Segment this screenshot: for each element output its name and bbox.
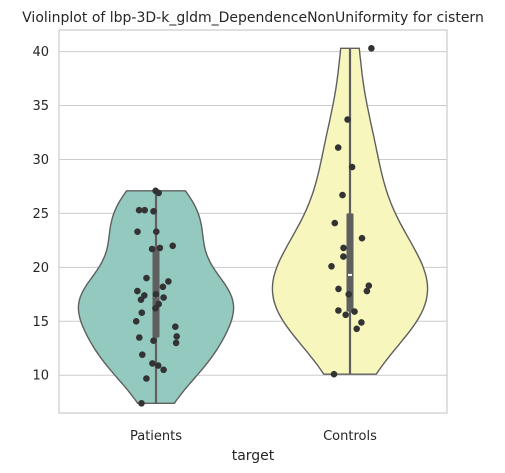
median-marker: [348, 273, 352, 276]
iqr-box: [346, 213, 354, 312]
data-point: [138, 309, 146, 317]
y-tick-label: 35: [32, 99, 49, 114]
data-point: [353, 325, 361, 333]
data-point: [148, 245, 156, 253]
data-point: [132, 318, 140, 325]
data-point: [143, 274, 150, 282]
data-point: [137, 296, 145, 304]
data-point: [342, 311, 350, 319]
data-point: [173, 333, 180, 340]
data-point: [169, 242, 176, 250]
data-point: [141, 206, 148, 214]
data-point: [339, 191, 346, 199]
x-axis-label: target: [232, 448, 275, 464]
data-point: [153, 228, 160, 235]
data-point: [365, 282, 373, 290]
data-point: [152, 291, 160, 298]
data-point: [165, 278, 172, 285]
data-point: [160, 294, 167, 301]
x-tick-label: Patients: [130, 429, 182, 444]
y-axis-ticks: 10 15 20 25 30 35 40: [32, 45, 49, 384]
data-point: [368, 45, 375, 52]
data-point: [344, 116, 351, 123]
data-point: [136, 334, 143, 341]
data-point: [172, 339, 180, 347]
data-point: [358, 319, 365, 326]
y-tick-label: 40: [32, 45, 49, 60]
data-point: [139, 351, 146, 359]
data-point: [150, 337, 157, 345]
data-point: [149, 360, 156, 367]
data-point: [172, 323, 179, 331]
y-tick-label: 20: [32, 261, 49, 276]
data-point: [358, 234, 366, 242]
data-point: [328, 263, 335, 270]
data-point: [135, 206, 143, 214]
y-tick-label: 15: [32, 315, 49, 330]
data-point: [330, 370, 338, 378]
data-point: [155, 189, 162, 197]
data-point: [159, 283, 167, 291]
data-point: [335, 307, 342, 314]
y-tick-label: 25: [32, 207, 49, 222]
data-point: [363, 287, 371, 295]
data-point: [340, 253, 347, 260]
data-point: [335, 285, 342, 293]
data-point: [154, 362, 162, 369]
plot-frame: [58, 29, 448, 414]
data-point: [331, 219, 339, 227]
data-point: [334, 144, 342, 151]
data-point: [345, 291, 353, 298]
x-tick-label: Controls: [323, 429, 377, 444]
data-point: [351, 308, 358, 315]
y-tick-label: 10: [32, 369, 49, 384]
chart-title: Violinplot of lbp-3D-k_gldm_DependenceNo…: [22, 10, 484, 26]
data-point: [150, 208, 157, 215]
y-tick-label: 30: [32, 153, 49, 168]
data-point: [138, 400, 145, 407]
data-point: [143, 375, 150, 382]
data-point: [340, 244, 347, 252]
data-point: [134, 228, 141, 235]
data-point: [156, 244, 164, 252]
x-axis-ticks: Patients Controls: [130, 429, 377, 444]
data-point: [134, 287, 141, 295]
data-point: [160, 366, 167, 374]
data-point: [348, 163, 356, 171]
violins: [77, 45, 429, 407]
data-point: [152, 305, 159, 312]
